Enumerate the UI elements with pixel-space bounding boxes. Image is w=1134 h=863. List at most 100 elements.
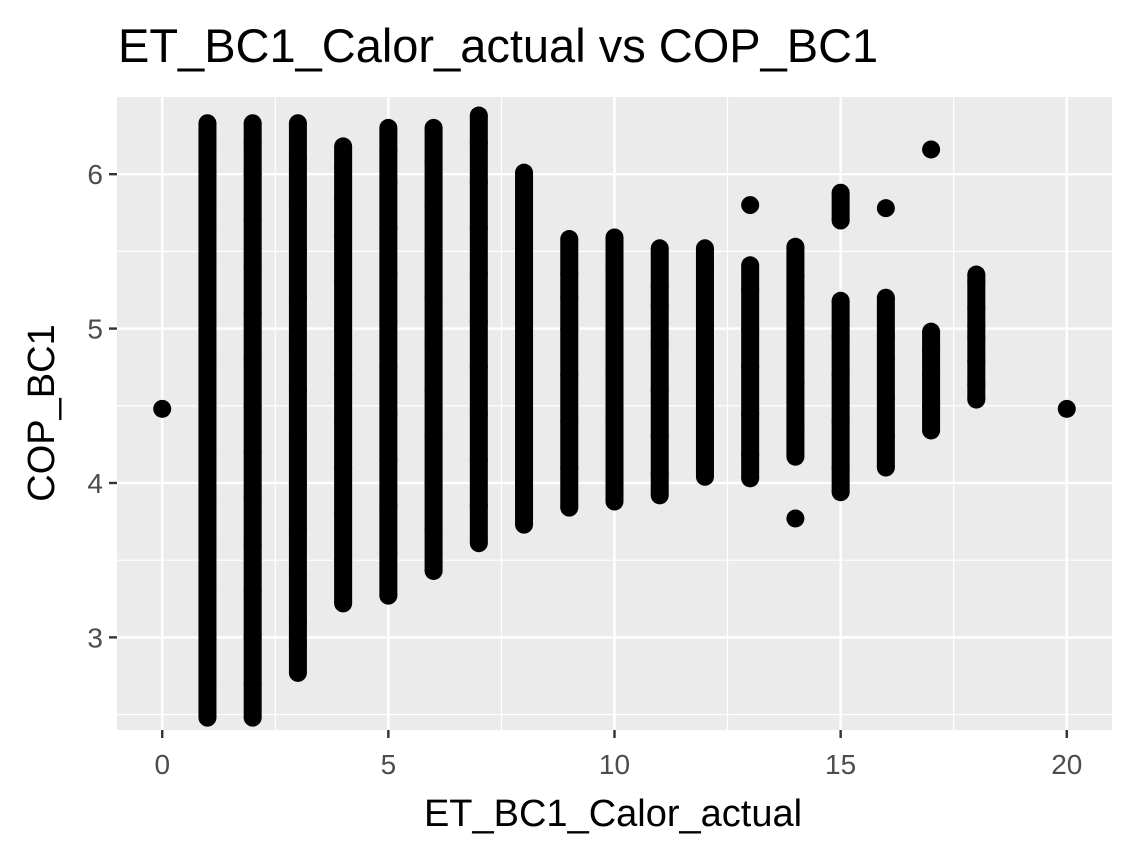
point-band [695, 390, 714, 437]
point-band [288, 482, 307, 530]
point-band [560, 239, 579, 275]
data-point [695, 427, 714, 446]
data-point [243, 134, 262, 153]
data-point [288, 242, 307, 261]
data-point [288, 612, 307, 631]
data-point [786, 447, 805, 466]
data-point [469, 404, 488, 423]
data-point [379, 543, 398, 562]
data-point [695, 467, 714, 486]
data-point [243, 489, 262, 508]
data-point [334, 458, 353, 477]
point-band [560, 374, 579, 422]
data-point [605, 492, 624, 511]
data-point [198, 219, 217, 238]
point-band [243, 683, 262, 718]
data-point [424, 427, 443, 446]
data-point [605, 260, 624, 279]
point-band [560, 421, 579, 468]
data-point [469, 534, 488, 553]
data-point [922, 365, 941, 384]
point-band [515, 482, 534, 525]
data-point [650, 335, 669, 354]
point-band [288, 205, 307, 252]
point-band [786, 382, 805, 429]
data-point [831, 291, 850, 310]
data-point [741, 404, 760, 423]
point-band [379, 413, 398, 460]
point-band [650, 344, 669, 391]
data-point [650, 381, 669, 400]
data-point [379, 450, 398, 469]
point-band [243, 266, 262, 314]
data-point [695, 335, 714, 354]
data-point [560, 319, 579, 338]
data-point [469, 172, 488, 191]
point-band [379, 274, 398, 321]
data-point [831, 211, 850, 230]
point-band [741, 413, 760, 456]
data-point [831, 458, 850, 477]
y-tick-label: 3 [87, 622, 103, 653]
data-point [198, 443, 217, 462]
data-point [605, 412, 624, 431]
point-band [469, 320, 488, 368]
data-point [650, 239, 669, 258]
point-band [424, 482, 443, 530]
data-point [515, 427, 534, 446]
data-point [379, 219, 398, 238]
point-band [831, 421, 850, 468]
data-point [560, 458, 579, 477]
data-point [243, 114, 262, 133]
data-point [695, 296, 714, 315]
data-point [379, 497, 398, 516]
data-point [198, 165, 217, 184]
y-axis: 3 4 5 6 [87, 159, 117, 653]
data-point [379, 586, 398, 605]
point-band [695, 344, 714, 391]
data-point [605, 228, 624, 247]
data-point [379, 358, 398, 377]
point-band [605, 328, 624, 375]
data-point [198, 535, 217, 554]
point-band [515, 390, 534, 437]
x-tick-label: 10 [599, 749, 630, 780]
point-band [786, 297, 805, 337]
point-band [424, 127, 443, 162]
data-point [515, 381, 534, 400]
data-point [469, 358, 488, 377]
point-band [469, 181, 488, 229]
data-point [379, 311, 398, 330]
data-point [198, 582, 217, 601]
x-tick-label: 20 [1051, 749, 1082, 780]
data-point [379, 118, 398, 137]
point-band [650, 390, 669, 437]
point-band [469, 367, 488, 414]
point-band [334, 282, 353, 329]
data-point [469, 311, 488, 330]
data-point [876, 199, 895, 218]
point-band [424, 344, 443, 391]
y-axis-title: COP_BC1 [21, 324, 63, 501]
point-band [515, 251, 534, 298]
data-point [288, 473, 307, 492]
point-band [741, 328, 760, 368]
data-point [288, 663, 307, 682]
data-point [288, 288, 307, 307]
data-point [967, 390, 986, 409]
data-point [876, 327, 895, 346]
point-band [198, 591, 217, 638]
data-point [695, 260, 714, 279]
y-tick-label: 4 [87, 468, 103, 499]
data-point [741, 256, 760, 275]
data-point [198, 489, 217, 508]
point-band [198, 683, 217, 718]
data-point [198, 628, 217, 647]
data-point [515, 242, 534, 261]
data-point [741, 446, 760, 465]
data-point [198, 114, 217, 133]
data-point [469, 450, 488, 469]
data-point [922, 322, 941, 341]
point-band [334, 421, 353, 468]
